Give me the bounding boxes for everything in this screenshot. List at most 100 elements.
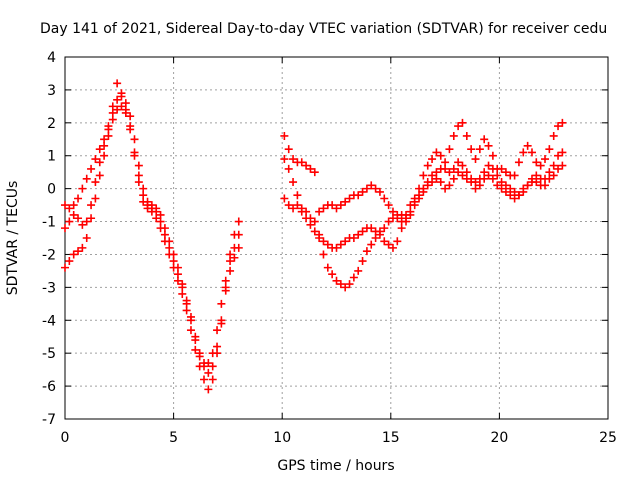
chart-title: Day 141 of 2021, Sidereal Day-to-day VTE… <box>40 21 607 37</box>
data-point <box>69 250 78 259</box>
data-point <box>358 227 367 236</box>
data-point <box>113 105 122 114</box>
data-point <box>284 201 293 210</box>
data-point <box>428 178 437 187</box>
data-point <box>493 181 502 190</box>
data-point <box>397 210 406 219</box>
data-point <box>488 174 497 183</box>
axis-ticks: 0 5 10 15 20 25 -7 -6 -5 -4 -3 -2 -1 0 1 2 3 4 <box>42 50 617 446</box>
plot-frame <box>64 56 609 420</box>
data-point <box>341 197 350 206</box>
data-point <box>362 184 371 193</box>
data-point <box>549 131 558 140</box>
data-point <box>554 151 563 160</box>
data-point <box>558 148 567 157</box>
data-point <box>449 131 458 140</box>
data-point <box>117 102 126 111</box>
data-point <box>388 243 397 252</box>
data-point <box>467 145 476 154</box>
data-point <box>458 161 467 170</box>
x-tick-label: 20 <box>490 430 508 446</box>
x-tick-label: 25 <box>599 430 617 446</box>
data-point <box>95 171 104 180</box>
data-point <box>554 164 563 173</box>
data-point <box>280 131 289 140</box>
data-point <box>510 194 519 203</box>
data-point <box>445 168 454 177</box>
y-tick-label: -4 <box>42 313 56 329</box>
data-point <box>126 112 135 121</box>
data-point <box>436 178 445 187</box>
data-point <box>284 145 293 154</box>
data-point <box>95 158 104 167</box>
data-point <box>445 181 454 190</box>
data-point <box>432 148 441 157</box>
data-point <box>230 243 239 252</box>
data-point <box>226 250 235 259</box>
data-point <box>306 214 315 223</box>
data-point <box>319 204 328 213</box>
data-point <box>397 224 406 233</box>
data-point <box>475 145 484 154</box>
data-point <box>143 204 152 213</box>
y-tick-label: 3 <box>47 83 56 99</box>
data-point <box>87 164 96 173</box>
data-point <box>558 161 567 170</box>
data-point <box>323 240 332 249</box>
data-point <box>358 187 367 196</box>
data-point <box>454 122 463 131</box>
data-point <box>545 145 554 154</box>
data-point <box>428 155 437 164</box>
data-point <box>475 181 484 190</box>
data-point <box>462 174 471 183</box>
data-point <box>217 319 226 328</box>
y-tick-label: 1 <box>47 149 56 165</box>
data-point <box>375 227 384 236</box>
data-point <box>497 164 506 173</box>
data-point <box>95 145 104 154</box>
data-point <box>169 263 178 272</box>
data-point <box>134 178 143 187</box>
data-point <box>527 148 536 157</box>
y-tick-label: -6 <box>42 379 56 395</box>
data-point <box>541 181 550 190</box>
y-tick-label: 4 <box>47 50 56 66</box>
data-point <box>497 184 506 193</box>
data-point <box>69 201 78 210</box>
data-point <box>415 194 424 203</box>
data-point <box>349 234 358 242</box>
data-point <box>152 204 161 213</box>
data-point <box>87 214 96 223</box>
data-point <box>336 280 345 289</box>
data-point <box>541 155 550 164</box>
data-point <box>78 243 87 252</box>
data-point <box>375 187 384 196</box>
data-point <box>121 105 130 114</box>
data-point <box>204 359 213 368</box>
data-point <box>191 345 200 354</box>
data-point <box>134 161 143 170</box>
data-point <box>130 151 139 160</box>
data-point <box>454 158 463 167</box>
data-point <box>423 181 432 190</box>
data-point <box>65 257 74 266</box>
data-point <box>204 368 213 377</box>
data-point <box>371 234 380 242</box>
data-point <box>217 299 226 308</box>
data-point <box>380 194 389 203</box>
y-tick-label: -2 <box>42 247 56 263</box>
data-point <box>549 161 558 170</box>
data-point <box>432 174 441 183</box>
data-point <box>306 164 315 173</box>
data-point <box>501 168 510 177</box>
data-point <box>532 158 541 167</box>
data-point <box>213 349 222 358</box>
data-point <box>208 375 217 384</box>
data-point <box>419 171 428 180</box>
data-point <box>100 151 109 160</box>
data-point <box>147 207 156 216</box>
data-point <box>234 217 243 226</box>
data-point <box>445 145 454 154</box>
y-tick-label: 0 <box>47 182 56 198</box>
